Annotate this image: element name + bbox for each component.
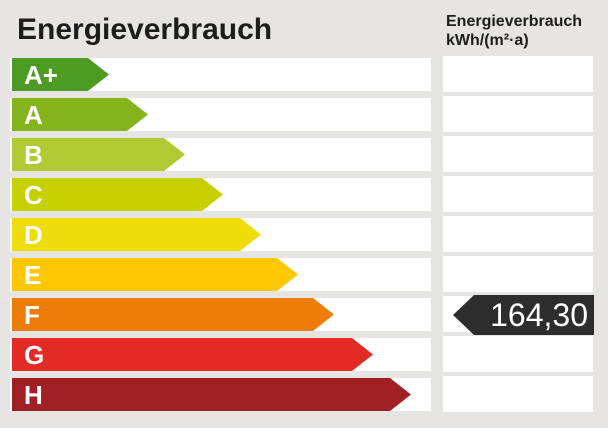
unit-header-line1: Energieverbrauch bbox=[446, 13, 583, 30]
scale-arrow-f: F bbox=[12, 298, 334, 331]
scale-arrow-h: H bbox=[12, 378, 411, 411]
scale-arrow-label-h: H bbox=[24, 380, 43, 410]
scale-arrow-label-b: B bbox=[24, 140, 43, 170]
scale-arrow-e: E bbox=[12, 258, 298, 291]
scale-arrow-label-a-plus: A+ bbox=[24, 60, 58, 90]
value-cell-d bbox=[443, 216, 593, 252]
unit-column-header: Energieverbrauch kWh/(m²·a) bbox=[446, 12, 582, 50]
value-cell-c bbox=[443, 176, 593, 212]
scale-arrow-a: A bbox=[12, 98, 148, 131]
scale-arrow-label-d: D bbox=[24, 220, 43, 250]
scale-arrow-c: C bbox=[12, 178, 223, 211]
value-cell-e bbox=[443, 256, 593, 292]
scale-arrow-label-c: C bbox=[24, 180, 43, 210]
scale-arrow-label-a: A bbox=[24, 100, 43, 130]
scale-arrow-label-f: F bbox=[24, 300, 40, 330]
value-cell-g bbox=[443, 336, 593, 372]
value-cell-b bbox=[443, 136, 593, 172]
value-cell-a-plus bbox=[443, 56, 593, 92]
page-title: Energieverbrauch bbox=[17, 13, 273, 46]
scale-arrow-a-plus: A+ bbox=[12, 58, 109, 91]
value-badge: 164,30 bbox=[453, 295, 594, 335]
value-cell-h bbox=[443, 376, 593, 412]
value-cell-a bbox=[443, 96, 593, 132]
unit-header-line2: kWh/(m²·a) bbox=[446, 32, 529, 49]
scale-arrow-b: B bbox=[12, 138, 185, 171]
scale-arrow-label-e: E bbox=[24, 260, 42, 290]
scale-arrow-d: D bbox=[12, 218, 261, 251]
value-text: 164,30 bbox=[490, 297, 588, 333]
scale-arrow-label-g: G bbox=[24, 340, 45, 370]
scale-arrow-g: G bbox=[12, 338, 373, 371]
